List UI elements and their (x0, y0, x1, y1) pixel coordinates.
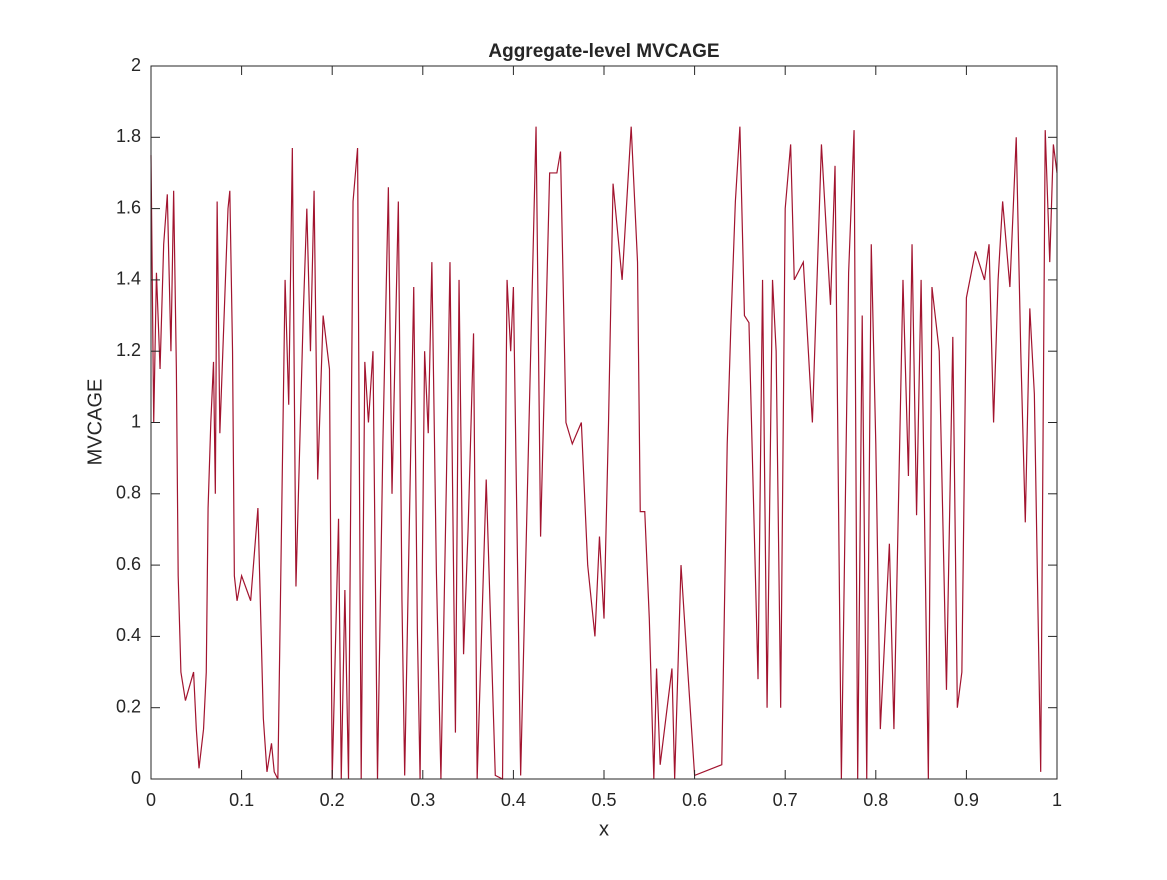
y-tick-label: 1.2 (116, 340, 141, 360)
x-tick-label: 0.6 (682, 790, 707, 810)
data-line (150, 126, 1058, 780)
y-tick-label: 1.8 (116, 126, 141, 146)
chart-title: Aggregate-level MVCAGE (488, 41, 719, 62)
y-tick-label: 0.4 (116, 625, 141, 645)
x-tick-label: 0.7 (773, 790, 798, 810)
y-tick-label: 2 (131, 55, 141, 75)
y-tick-label: 1 (131, 411, 141, 431)
y-tick-label: 1.4 (116, 269, 141, 289)
y-tick-label: 0.2 (116, 696, 141, 716)
y-tick-label: 0.6 (116, 554, 141, 574)
y-tick-label: 1.6 (116, 197, 141, 217)
x-axis-label: x (599, 818, 609, 840)
x-tick-label: 0 (146, 790, 156, 810)
y-tick-label: 0 (131, 768, 141, 788)
x-tick-label: 0.5 (591, 790, 616, 810)
x-tick-label: 1 (1052, 790, 1062, 810)
y-axis-label: MVCAGE (84, 379, 106, 466)
x-tick-label: 0.8 (863, 790, 888, 810)
y-tick-label: 0.8 (116, 483, 141, 503)
x-tick-label: 0.9 (954, 790, 979, 810)
x-tick-label: 0.1 (229, 790, 254, 810)
x-tick-label: 0.2 (320, 790, 345, 810)
x-tick-label: 0.4 (501, 790, 526, 810)
x-tick-label: 0.3 (410, 790, 435, 810)
plot-area (151, 66, 1057, 779)
